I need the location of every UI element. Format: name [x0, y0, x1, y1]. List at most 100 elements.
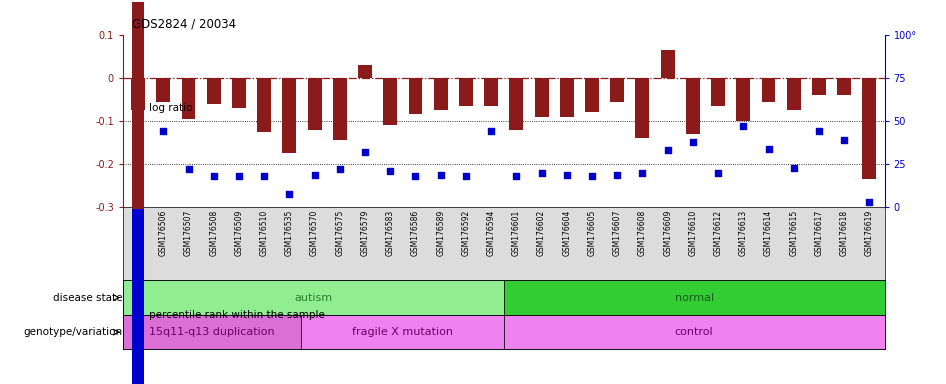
Point — [862, 199, 877, 205]
Text: GSM176602: GSM176602 — [537, 210, 546, 256]
Bar — [131, 78, 145, 110]
Bar — [132, 2, 144, 213]
Bar — [459, 78, 473, 106]
Text: GSM176506: GSM176506 — [159, 210, 167, 256]
Point — [181, 166, 196, 172]
Text: genotype/variation: genotype/variation — [23, 327, 122, 337]
Bar — [503, 280, 885, 315]
Bar — [503, 315, 885, 349]
Text: GSM176608: GSM176608 — [638, 210, 647, 256]
Point — [761, 146, 776, 152]
Point — [812, 128, 827, 134]
Text: GSM176607: GSM176607 — [613, 210, 622, 256]
Bar — [123, 315, 301, 349]
Point — [685, 139, 700, 145]
Bar — [283, 78, 296, 153]
Text: GSM176594: GSM176594 — [486, 210, 496, 256]
Text: normal: normal — [674, 293, 713, 303]
Point — [483, 128, 499, 134]
Text: log ratio: log ratio — [149, 103, 192, 113]
Bar — [534, 78, 549, 117]
Bar — [560, 78, 573, 117]
Text: GSM176570: GSM176570 — [310, 210, 319, 256]
Text: GSM176610: GSM176610 — [689, 210, 697, 256]
Bar — [182, 78, 196, 119]
Bar — [333, 78, 347, 141]
Text: disease state: disease state — [53, 293, 122, 303]
Text: GSM176617: GSM176617 — [815, 210, 823, 256]
Text: GSM176609: GSM176609 — [663, 210, 673, 256]
Point — [408, 173, 423, 179]
Text: GSM176575: GSM176575 — [335, 210, 344, 256]
Text: GSM176604: GSM176604 — [562, 210, 571, 256]
Text: GSM176605: GSM176605 — [587, 210, 597, 256]
Text: GSM176583: GSM176583 — [386, 210, 394, 256]
Text: GSM176618: GSM176618 — [840, 210, 849, 256]
Bar — [660, 50, 674, 78]
Bar — [359, 65, 372, 78]
Point — [459, 173, 474, 179]
Bar — [434, 78, 447, 110]
Bar — [863, 78, 876, 179]
Bar — [301, 315, 503, 349]
Bar — [123, 280, 503, 315]
Point — [232, 173, 247, 179]
Text: fragile X mutation: fragile X mutation — [352, 327, 453, 337]
Point — [635, 170, 650, 176]
Point — [736, 123, 751, 129]
Bar — [132, 209, 144, 384]
Bar — [610, 78, 624, 101]
Text: GSM176614: GSM176614 — [764, 210, 773, 256]
Text: GSM176508: GSM176508 — [209, 210, 219, 256]
Bar — [232, 78, 246, 108]
Bar — [837, 78, 851, 95]
Point — [156, 128, 171, 134]
Point — [206, 173, 221, 179]
Text: GSM176589: GSM176589 — [436, 210, 446, 256]
Bar — [736, 78, 750, 121]
Bar — [257, 78, 272, 132]
Bar — [762, 78, 776, 101]
Bar — [812, 78, 826, 95]
Bar — [156, 78, 170, 101]
Text: GSM176612: GSM176612 — [713, 210, 723, 256]
Bar — [711, 78, 725, 106]
Text: GDS2824 / 20034: GDS2824 / 20034 — [132, 18, 236, 31]
Text: GSM176613: GSM176613 — [739, 210, 747, 256]
Text: GSM176601: GSM176601 — [512, 210, 521, 256]
Point — [509, 173, 524, 179]
Text: GSM176619: GSM176619 — [865, 210, 874, 256]
Text: GSM176507: GSM176507 — [184, 210, 193, 256]
Point — [786, 164, 801, 170]
Point — [131, 170, 146, 176]
Bar — [484, 78, 499, 106]
Bar — [686, 78, 700, 134]
Point — [609, 172, 624, 178]
Text: GSM176535: GSM176535 — [285, 210, 294, 256]
Text: 15q11-q13 duplication: 15q11-q13 duplication — [149, 327, 274, 337]
Bar — [509, 78, 523, 130]
Text: GSM176586: GSM176586 — [411, 210, 420, 256]
Bar — [307, 78, 322, 130]
Bar — [207, 78, 220, 104]
Point — [332, 166, 347, 172]
Text: control: control — [674, 327, 713, 337]
Bar — [787, 78, 800, 110]
Point — [836, 137, 851, 143]
Point — [307, 172, 323, 178]
Bar — [409, 78, 423, 114]
Point — [585, 173, 600, 179]
Point — [383, 168, 398, 174]
Bar — [636, 78, 649, 138]
Bar — [585, 78, 599, 112]
Text: GSM176510: GSM176510 — [260, 210, 269, 256]
Point — [534, 170, 549, 176]
Text: GSM176579: GSM176579 — [360, 210, 370, 256]
Text: GSM176505: GSM176505 — [133, 210, 143, 256]
Text: GSM176592: GSM176592 — [462, 210, 470, 256]
Point — [256, 173, 272, 179]
Point — [660, 147, 675, 154]
Bar — [383, 78, 397, 125]
Text: GSM176509: GSM176509 — [235, 210, 243, 256]
Text: autism: autism — [294, 293, 332, 303]
